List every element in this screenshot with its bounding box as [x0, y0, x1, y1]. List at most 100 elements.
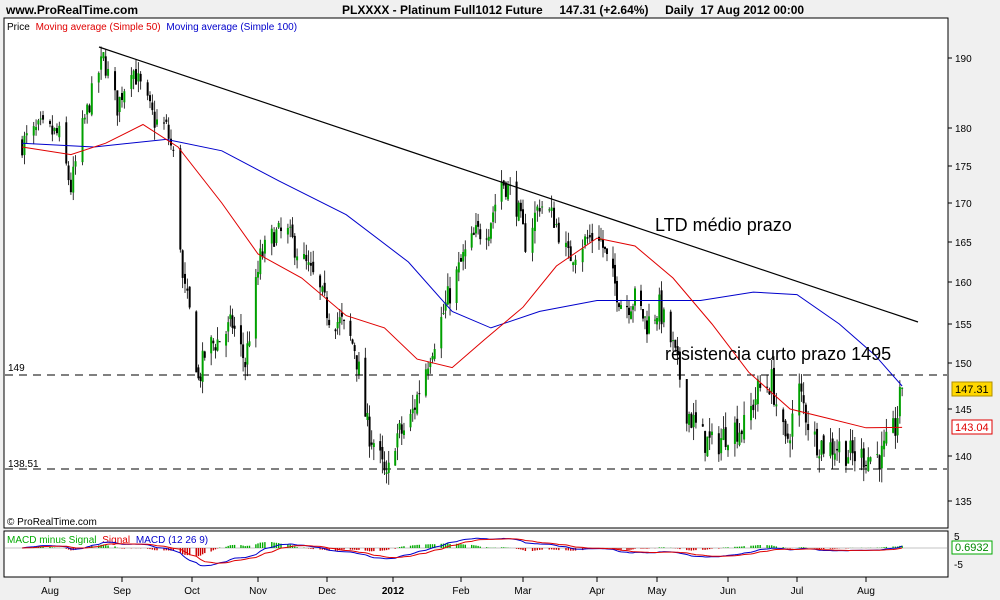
macd-legend-macd: MACD (12 26 9) [136, 535, 208, 546]
candle-body [632, 306, 634, 310]
x-tick-label: Aug [41, 586, 59, 597]
candle-body [720, 438, 723, 454]
candle-body [784, 420, 787, 437]
candle-body [462, 251, 465, 262]
candle-body [515, 181, 518, 217]
candle-body [188, 286, 191, 308]
candle-body [398, 423, 401, 430]
candle-body [612, 258, 614, 269]
x-tick-label: May [648, 586, 667, 597]
candle-body [212, 340, 215, 344]
candle-body [538, 208, 541, 212]
candle-body [736, 418, 739, 442]
candle-body [878, 455, 881, 469]
candle-body [402, 430, 405, 436]
candle-body [569, 246, 572, 262]
candle-body [383, 461, 386, 471]
candle-body [588, 235, 591, 238]
candle-body [892, 418, 895, 433]
candle-body [286, 227, 289, 235]
candle-body [688, 413, 691, 425]
candle-body [628, 307, 630, 316]
candle-body [750, 405, 752, 421]
macd-line [22, 537, 903, 567]
candle-body [90, 83, 93, 115]
ma-badge [951, 419, 993, 435]
price-panel[interactable] [3, 17, 949, 529]
candle-body [614, 264, 616, 284]
candle-body [804, 404, 807, 423]
candle-body [616, 281, 618, 303]
candle-body [165, 119, 168, 122]
candle-body [464, 249, 467, 257]
candle-body [479, 229, 482, 240]
candle-body [326, 297, 328, 319]
candle-body [118, 96, 121, 113]
candle-body [114, 71, 117, 91]
candle-body [146, 82, 149, 96]
candle-body [460, 258, 462, 262]
candle-body [807, 424, 810, 431]
candle-body [261, 251, 264, 257]
candle-body [370, 442, 373, 445]
candle-body [37, 120, 40, 125]
candle-body [836, 448, 839, 451]
candle-body [351, 339, 354, 344]
candle-body [135, 69, 137, 85]
candle-body [156, 119, 158, 125]
candle-body [708, 431, 711, 438]
candle-body [116, 90, 119, 116]
candle-body [820, 440, 823, 455]
candle-body [646, 320, 648, 335]
candle-body [74, 161, 77, 167]
candle-body [618, 303, 620, 308]
candle-body [487, 236, 490, 241]
candle-body [303, 253, 305, 259]
candle-body [853, 451, 856, 462]
candle-body [678, 351, 681, 380]
candle-body [533, 212, 536, 232]
candle-body [581, 248, 584, 263]
candle-body [752, 404, 755, 411]
candle-body [280, 227, 282, 232]
candle-body [353, 345, 356, 352]
candle-body [387, 462, 390, 473]
candle-body [816, 428, 819, 456]
candle-body [305, 254, 308, 262]
candle-body [442, 313, 445, 315]
candle-body [25, 133, 28, 136]
candle-body [100, 56, 103, 70]
candle-body [201, 350, 204, 382]
macd-tick-top: 5 [954, 532, 960, 543]
candle-body [800, 383, 803, 392]
candle-body [660, 290, 663, 325]
candle-body [798, 383, 801, 416]
candle-body [838, 441, 841, 453]
candle-body [727, 445, 729, 451]
copyright: © ProRealTime.com [7, 517, 97, 528]
candle-body [296, 256, 299, 261]
x-tick-label: Dec [318, 586, 336, 597]
candle-body [35, 127, 38, 131]
x-tick-label: 2012 [382, 586, 405, 597]
candle-body [349, 320, 352, 336]
candle-body [72, 166, 75, 193]
header: www.ProRealTime.com PLXXXX - Platinum Fu… [0, 0, 1000, 18]
candle-body [53, 128, 56, 132]
candle-body [121, 92, 123, 100]
site-name[interactable]: www.ProRealTime.com [6, 3, 139, 17]
candle-body [740, 430, 743, 435]
candle-body [768, 391, 771, 395]
candle-body [766, 386, 769, 388]
candle-body [531, 227, 534, 253]
candle-body [340, 312, 343, 317]
candle-body [149, 95, 151, 102]
legend-ma50: Moving average (Simple 50) [36, 22, 161, 33]
candle-body [773, 367, 775, 405]
candle-body [179, 148, 182, 250]
candle-body [263, 239, 266, 254]
candle-body [674, 339, 677, 348]
candle-body [829, 442, 832, 457]
candle-body [756, 379, 759, 405]
